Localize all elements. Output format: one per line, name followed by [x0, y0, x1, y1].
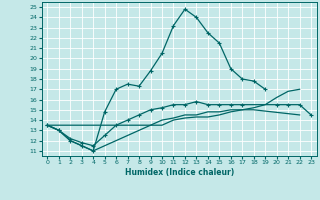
- X-axis label: Humidex (Indice chaleur): Humidex (Indice chaleur): [124, 168, 234, 177]
